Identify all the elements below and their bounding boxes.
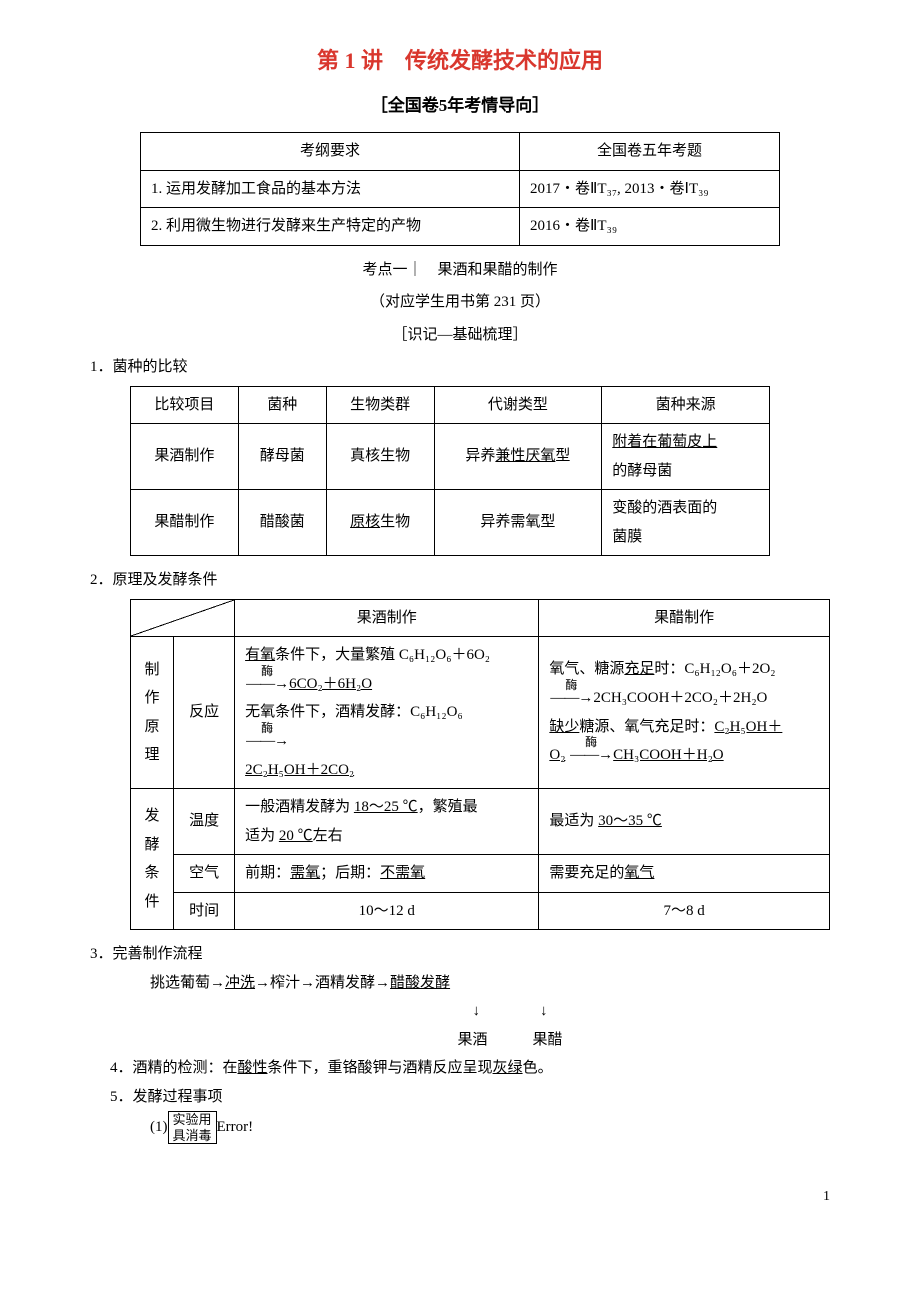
kaodian-sub: ［识记—基础梳理］ — [90, 321, 830, 350]
cmp-r2-1: 醋酸菌 — [238, 490, 326, 556]
kaodian-title: 考点一｜ 果酒和果醋的制作 — [90, 256, 830, 285]
section-2: 2．原理及发酵条件 — [90, 566, 830, 595]
section-5-1: (1)实验用具消毒Error! — [150, 1111, 830, 1144]
pr-time-wine: 10～12 d — [235, 892, 539, 930]
cmp-r1-0: 果酒制作 — [131, 424, 239, 490]
exam-r1c1: 1. 运用发酵加工食品的基本方法 — [141, 170, 520, 208]
pr-time-lab: 时间 — [174, 892, 235, 930]
pr-lab1: 制作原理 — [131, 637, 174, 789]
exam-table: 考纲要求 全国卷五年考题 1. 运用发酵加工食品的基本方法 2017・卷ⅡT₃₇… — [140, 132, 780, 246]
pr-temp-vin: 最适为 30～35 ℃ — [539, 789, 830, 855]
cmp-r1-2: 真核生物 — [326, 424, 434, 490]
cmp-r2-4: 变酸的酒表面的菌膜 — [602, 490, 770, 556]
cmp-h1: 菌种 — [238, 386, 326, 424]
cmp-h3: 代谢类型 — [434, 386, 602, 424]
cmp-h2: 生物类群 — [326, 386, 434, 424]
principle-table: 果酒制作 果醋制作 制作原理 反应 有氧条件下，大量繁殖 C₆H₁₂O₆＋6O₂… — [130, 599, 830, 931]
exam-r2c2: 2016・卷ⅡT₃₉ — [520, 208, 780, 246]
cmp-r1-1: 酵母菌 — [238, 424, 326, 490]
section-5: 5．发酵过程事项 — [110, 1083, 830, 1112]
cmp-r2-2: 原核生物 — [326, 490, 434, 556]
page-number: 1 — [90, 1184, 830, 1211]
pr-h2: 果醋制作 — [539, 599, 830, 637]
cmp-h0: 比较项目 — [131, 386, 239, 424]
pr-lab2: 发酵条件 — [131, 789, 174, 930]
pr-lab1s: 反应 — [174, 637, 235, 789]
cmp-r2-0: 果醋制作 — [131, 490, 239, 556]
exam-r2c1: 2. 利用微生物进行发酵来生产特定的产物 — [141, 208, 520, 246]
pr-wine-react: 有氧条件下，大量繁殖 C₆H₁₂O₆＋6O₂ 酶――→6CO₂＋6H₂O 无氧条… — [235, 637, 539, 789]
pr-temp-lab: 温度 — [174, 789, 235, 855]
diag-cell — [131, 599, 235, 637]
cmp-r1-3: 异养兼性厌氧型 — [434, 424, 602, 490]
pr-h1: 果酒制作 — [235, 599, 539, 637]
subtitle: ［全国卷5年考情导向］ — [90, 90, 830, 122]
cmp-r2-3: 异养需氧型 — [434, 490, 602, 556]
section-4: 4．酒精的检测：在酸性条件下，重铬酸钾与酒精反应呈现灰绿色。 — [110, 1054, 830, 1083]
pr-air-vin: 需要充足的氧气 — [539, 855, 830, 893]
section-3: 3．完善制作流程 — [90, 940, 830, 969]
flow-line1: 挑选葡萄→冲洗→榨汁→酒精发酵→醋酸发酵 — [150, 969, 830, 998]
exam-h2: 全国卷五年考题 — [520, 133, 780, 171]
pr-temp-wine: 一般酒精发酵为 18～25 ℃，繁殖最适为 20 ℃左右 — [235, 789, 539, 855]
compare-table: 比较项目 菌种 生物类群 代谢类型 菌种来源 果酒制作 酵母菌 真核生物 异养兼… — [130, 386, 770, 557]
kaodian-page: （对应学生用书第 231 页） — [90, 288, 830, 317]
page-title: 第 1 讲 传统发酵技术的应用 — [90, 40, 830, 82]
pr-air-wine: 前期：需氧；后期：不需氧 — [235, 855, 539, 893]
flow-line2: 果酒 果醋 — [90, 1026, 830, 1055]
cmp-h4: 菌种来源 — [602, 386, 770, 424]
pr-vin-react: 氧气、糖源充足时：C₆H₁₂O₆＋2O₂ 酶――→2CH₃COOH＋2CO₂＋2… — [539, 637, 830, 789]
cmp-r1-4: 附着在葡萄皮上的酵母菌 — [602, 424, 770, 490]
flow-arrows: ↓ ↓ — [90, 997, 830, 1026]
pr-time-vin: 7～8 d — [539, 892, 830, 930]
exam-r1c2: 2017・卷ⅡT₃₇, 2013・卷ⅠT₃₉ — [520, 170, 780, 208]
exam-h1: 考纲要求 — [141, 133, 520, 171]
pr-air-lab: 空气 — [174, 855, 235, 893]
section-1: 1．菌种的比较 — [90, 353, 830, 382]
